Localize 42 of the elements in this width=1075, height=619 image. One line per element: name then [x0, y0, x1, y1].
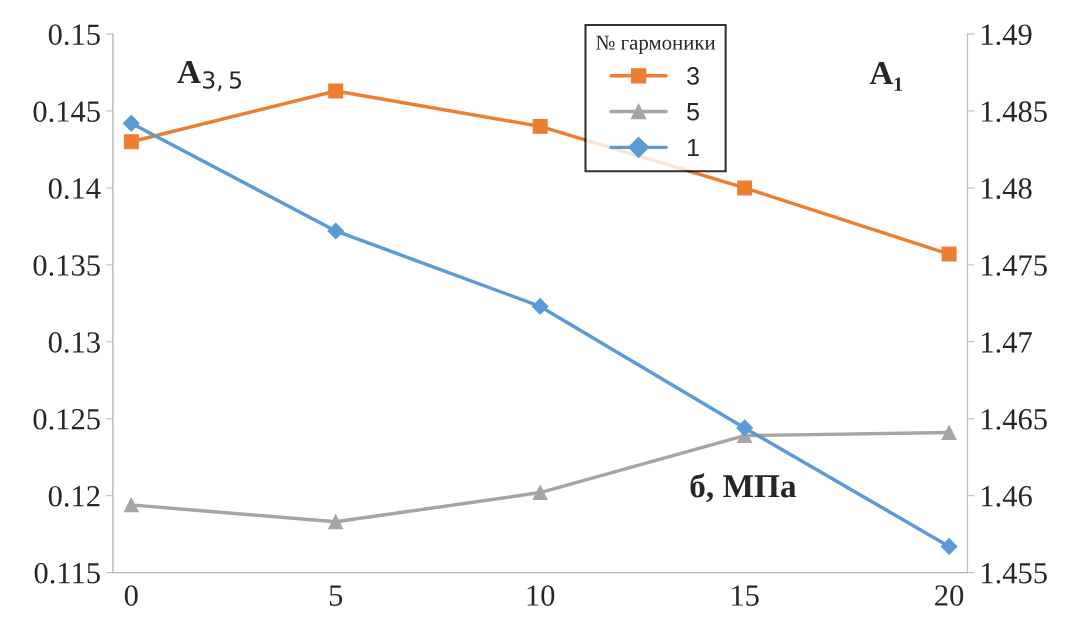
legend-label: 1	[688, 138, 699, 157]
y-tick-label: 0.135	[33, 255, 100, 276]
y-tick-label: 0.13	[48, 332, 100, 353]
y2-tick-label: 1.48	[981, 178, 1032, 199]
point	[941, 425, 957, 441]
y2-tick-label: 1.485	[981, 101, 1047, 123]
point	[531, 298, 549, 315]
x-tick-label: 5	[329, 585, 343, 606]
y-tick-label: 0.115	[34, 562, 100, 584]
point	[123, 134, 139, 150]
y2-tick-label: 1.465	[981, 409, 1047, 430]
point	[736, 419, 754, 437]
legend-title: № гармоники	[596, 35, 716, 54]
point	[940, 538, 958, 555]
point	[327, 222, 345, 240]
y-tick-label: 0.15	[48, 24, 100, 46]
y2-tick-label: 1.475	[981, 255, 1047, 276]
x-axis-title: б, МПа	[690, 473, 797, 503]
legend-label: 3	[687, 67, 699, 85]
point	[328, 514, 344, 530]
y2-axis-title: A₁	[869, 62, 903, 91]
y2-tick-label: 1.46	[981, 486, 1032, 507]
point	[941, 246, 957, 262]
y-tick-label: 0.145	[33, 101, 100, 123]
y2-tick-label: 1.455	[981, 563, 1047, 584]
y-tick-label: 0.12	[48, 485, 100, 507]
x-tick-label: 0	[124, 585, 138, 606]
y2-tick-label: 1.47	[981, 332, 1032, 353]
point	[123, 497, 139, 513]
point	[122, 114, 140, 132]
legend-label: 5	[687, 103, 699, 121]
point	[532, 118, 548, 134]
x-tick-label: 15	[732, 585, 759, 606]
y-axis-title: A$_{3,5}$	[177, 60, 241, 92]
point	[328, 83, 344, 99]
point	[737, 180, 753, 196]
x-tick-label: 20	[935, 585, 964, 606]
y-tick-label: 0.14	[48, 178, 101, 199]
point	[532, 485, 548, 501]
y-tick-label: 0.125	[33, 408, 100, 430]
y2-tick-label: 1.49	[981, 24, 1032, 46]
x-tick-label: 10	[527, 585, 555, 606]
